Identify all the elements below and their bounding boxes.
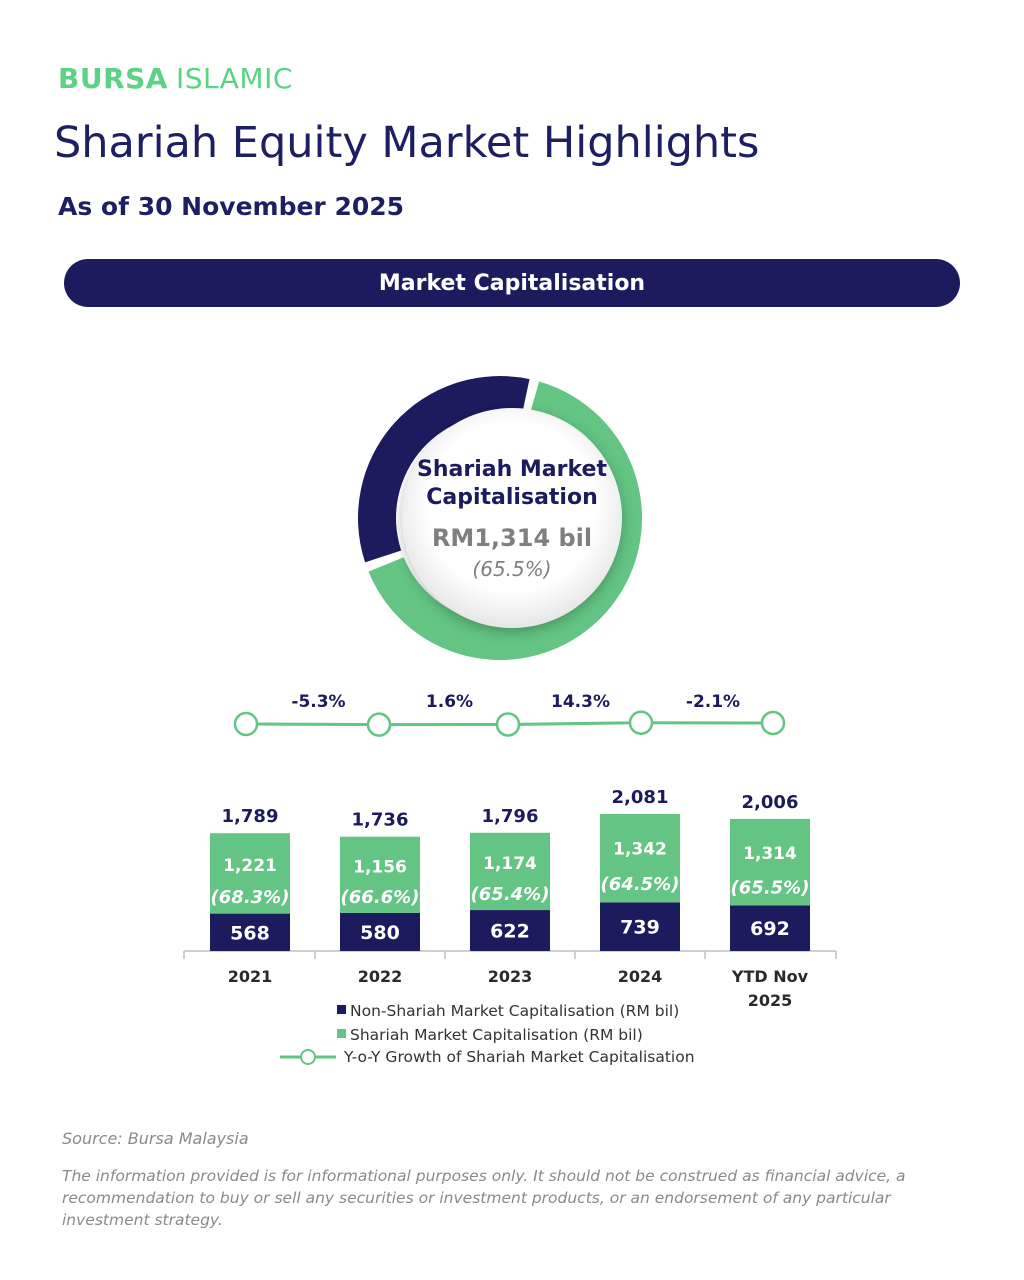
growth-point	[495, 712, 521, 737]
x-tick-label: 2025	[748, 991, 793, 1010]
x-tick-label: 2023	[488, 967, 533, 986]
bar-total-label: 2,006	[742, 792, 799, 813]
bar-shariah-percent-label: (66.6%)	[341, 887, 420, 908]
x-tick-label: 2021	[228, 967, 273, 986]
section-banner-label: Market Capitalisation	[378, 270, 646, 296]
growth-label: -2.1%	[686, 692, 740, 712]
bar-shariah-percent-label: (65.5%)	[731, 877, 810, 898]
brand-logo: BURSA ISLAMIC	[58, 62, 293, 95]
bar-shariah-value-label: 1,156	[353, 858, 407, 878]
growth-point	[760, 710, 786, 736]
bar-total-label: 1,796	[482, 806, 539, 827]
donut-center-disc	[402, 408, 622, 628]
brand-part1: BURSA	[58, 62, 168, 95]
growth-label: 14.3%	[551, 692, 610, 712]
bar-shariah-value-label: 1,314	[743, 844, 797, 864]
bar-non-shariah-label: 739	[620, 917, 660, 939]
growth-point	[366, 712, 392, 737]
x-tick-label: YTD Nov	[731, 967, 809, 986]
bar-non-shariah-label: 622	[490, 921, 530, 943]
bar-non-shariah	[210, 913, 290, 951]
donut-percent: (65.5%)	[472, 557, 551, 581]
legend-growth-label: Y-o-Y Growth of Shariah Market Capitalis…	[343, 1048, 695, 1066]
growth-point	[233, 711, 259, 737]
stacked-bar-chart: 568 1,221 (68.3%) 1,789 2021 580 1,156 (66.6%) 1…	[183, 787, 837, 1010]
bar-shariah-value-label: 1,174	[483, 854, 537, 874]
section-banner: Market Capitalisation	[64, 259, 960, 307]
growth-point	[628, 710, 654, 735]
legend-growth-marker	[300, 1049, 316, 1065]
donut-title-line2: Capitalisation	[426, 485, 598, 510]
donut-chart: Shariah Market Capitalisation RM1,314 bil (…	[358, 375, 642, 660]
bar-non-shariah-label: 692	[750, 918, 790, 940]
bar-non-shariah	[730, 905, 810, 951]
bar-total-label: 1,789	[222, 806, 279, 827]
bar-non-shariah	[470, 910, 550, 951]
disclaimer-text: The information provided is for informat…	[62, 1167, 906, 1229]
growth-label: 1.6%	[426, 692, 473, 712]
bar-non-shariah	[340, 912, 420, 951]
x-tick-label: 2024	[618, 967, 663, 986]
bar-non-shariah-label: 580	[360, 922, 400, 944]
chart-legend: Non-Shariah Market Capitalisation (RM bi…	[280, 1002, 695, 1066]
x-tick-label: 2022	[358, 967, 403, 986]
brand-part2: ISLAMIC	[175, 62, 293, 95]
growth-line-chart: -5.3% 1.6% 14.3% -2.1%	[233, 692, 786, 737]
donut-non-shariah-segment	[358, 375, 530, 563]
legend-shariah-swatch	[337, 1029, 346, 1038]
bar-shariah	[340, 836, 420, 913]
bar-shariah	[730, 818, 810, 906]
bar-non-shariah	[600, 902, 680, 951]
legend-non-shariah-swatch	[337, 1005, 346, 1014]
bar-shariah-value-label: 1,342	[613, 840, 667, 860]
bar-shariah-percent-label: (68.3%)	[211, 887, 290, 908]
bar-shariah-value-label: 1,221	[223, 856, 277, 876]
growth-label: -5.3%	[291, 692, 345, 712]
bar-non-shariah-label: 568	[230, 922, 270, 944]
bar-shariah	[600, 814, 680, 903]
source-note: Source: Bursa Malaysia	[62, 1129, 249, 1148]
donut-value: RM1,314 bil	[432, 524, 592, 552]
bar-total-label: 2,081	[612, 787, 669, 808]
bar-total-label: 1,736	[352, 810, 409, 831]
page-title: Shariah Equity Market Highlights	[54, 118, 760, 168]
bar-shariah	[470, 832, 550, 911]
bar-shariah-percent-label: (65.4%)	[471, 884, 550, 905]
donut-title-line1: Shariah Market	[417, 457, 607, 482]
page-subtitle: As of 30 November 2025	[58, 192, 405, 221]
legend-non-shariah-label: Non-Shariah Market Capitalisation (RM bi…	[350, 1002, 679, 1020]
bar-shariah-percent-label: (64.5%)	[601, 874, 680, 895]
bar-shariah	[210, 833, 290, 914]
legend-shariah-label: Shariah Market Capitalisation (RM bil)	[350, 1026, 643, 1044]
